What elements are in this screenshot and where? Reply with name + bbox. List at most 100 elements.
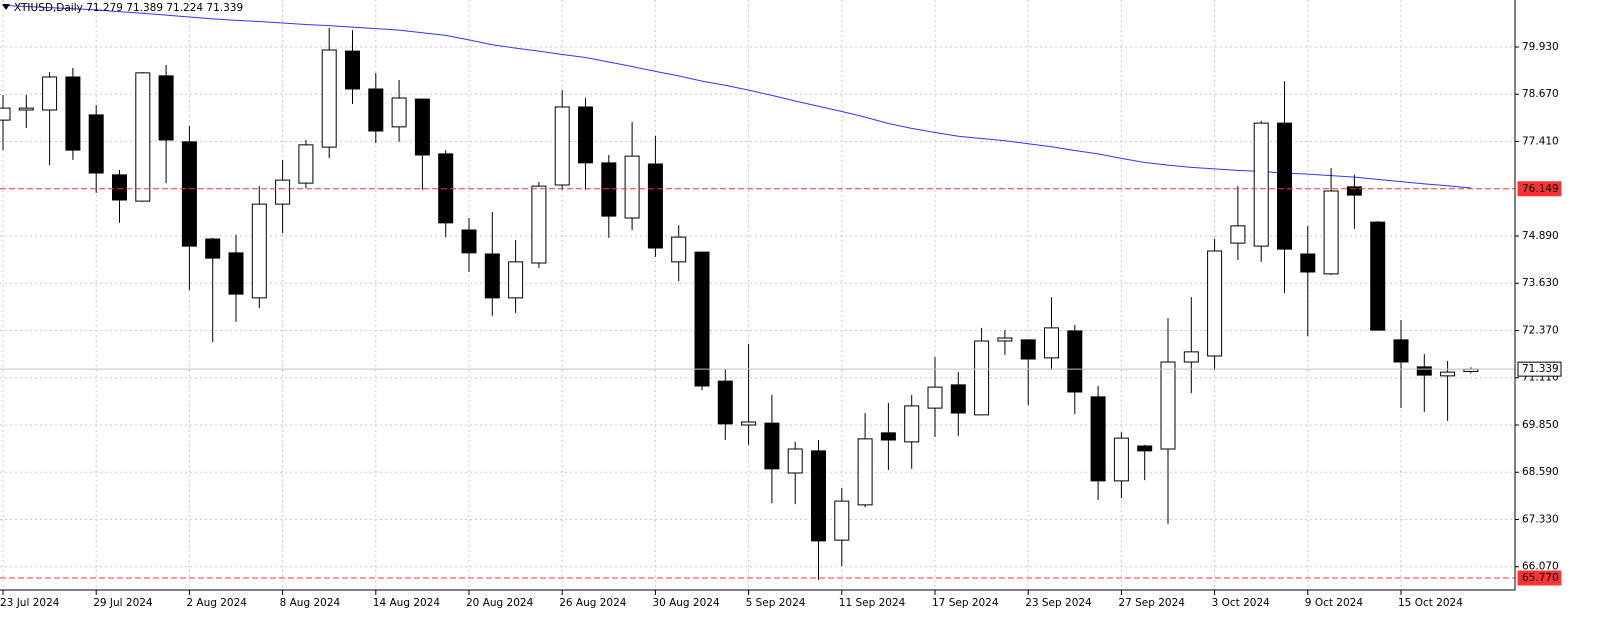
candle-body (112, 174, 127, 201)
candle-body (1207, 250, 1223, 357)
candle-body (42, 76, 58, 111)
x-tick-label: 26 Aug 2024 (559, 597, 627, 609)
candle-body (18, 107, 34, 111)
candle-body (997, 337, 1013, 342)
candle-body (1137, 445, 1153, 452)
candle-body (834, 500, 850, 541)
candle-body (787, 448, 803, 474)
candle-body (1416, 366, 1432, 376)
candle-body (345, 50, 360, 90)
price-label: 76.149 (1522, 183, 1559, 195)
candle-body (671, 236, 687, 263)
x-tick-label: 14 Aug 2024 (373, 597, 441, 609)
x-tick-label: 20 Aug 2024 (466, 597, 534, 609)
x-tick-label: 23 Sep 2024 (1025, 597, 1092, 609)
price-label: 71.339 (1522, 363, 1559, 375)
candle-body (811, 450, 826, 542)
candle-body (508, 261, 524, 299)
candle-body (205, 238, 221, 259)
candle-body (578, 106, 593, 164)
candle-body (554, 106, 570, 186)
y-tick-label: 68.590 (1522, 466, 1559, 478)
x-tick-label: 9 Oct 2024 (1305, 597, 1364, 609)
y-tick-label: 73.630 (1522, 277, 1559, 289)
candle-body (1393, 339, 1409, 363)
candle-body (647, 163, 663, 249)
candle-body (158, 75, 174, 141)
y-tick-label: 74.890 (1522, 230, 1559, 242)
y-tick-label: 66.070 (1522, 561, 1559, 573)
x-tick-label: 5 Sep 2024 (746, 597, 806, 609)
x-tick-label: 27 Sep 2024 (1118, 597, 1185, 609)
candle-body (391, 97, 407, 128)
candle-body (904, 405, 920, 443)
candle-body (181, 141, 197, 247)
price-label: 65.770 (1522, 572, 1559, 584)
labels: 79.93078.67077.41074.89073.63072.37071.1… (0, 41, 1562, 609)
x-tick-label: 17 Sep 2024 (932, 597, 999, 609)
x-tick-label: 30 Aug 2024 (652, 597, 720, 609)
plot (0, 4, 1515, 580)
candle-body (1183, 351, 1199, 363)
candle-body (974, 340, 990, 416)
y-tick-label: 72.370 (1522, 324, 1559, 336)
candle-body (1020, 339, 1036, 360)
candle-body (1277, 122, 1292, 250)
candle-body (927, 386, 943, 409)
x-tick-label: 2 Aug 2024 (186, 597, 247, 609)
candle-body (1160, 361, 1176, 450)
candle-body (950, 384, 966, 414)
candle-body (368, 88, 384, 132)
x-tick-label: 15 Oct 2024 (1398, 597, 1463, 609)
candle-body (1044, 327, 1059, 359)
candle-body (717, 380, 733, 425)
x-tick-label: 11 Sep 2024 (839, 597, 906, 609)
price-label-box (1517, 181, 1562, 197)
x-tick-label: 29 Jul 2024 (93, 597, 153, 609)
candle-body (1230, 225, 1246, 244)
candle-body (251, 203, 267, 299)
candle-body (461, 229, 477, 254)
candle-body (1323, 190, 1339, 275)
candle-body (135, 72, 151, 202)
candle-body (1440, 371, 1456, 377)
y-tick-label: 77.410 (1522, 135, 1559, 147)
candle-body (414, 98, 430, 156)
candle-body (1346, 186, 1362, 196)
candle-body (1090, 396, 1106, 482)
x-tick-label: 8 Aug 2024 (280, 597, 341, 609)
candle-body (228, 252, 244, 295)
candle-body (1113, 437, 1129, 482)
x-tick-label: 23 Jul 2024 (0, 597, 60, 609)
y-tick-label: 78.670 (1522, 88, 1559, 100)
candle-body (0, 107, 11, 121)
candle-body (694, 251, 710, 387)
price-label-box (1517, 361, 1562, 377)
candle-body (1300, 253, 1316, 273)
chart-title: XTIUSD,Daily 71.279 71.389 71.224 71.339 (14, 2, 243, 14)
candle-body (880, 432, 896, 441)
candle-body (531, 185, 547, 264)
candle-body (741, 421, 757, 426)
y-tick-label: 79.930 (1522, 41, 1559, 53)
price-label-box (1517, 570, 1562, 586)
candle-body (88, 114, 104, 174)
candle-body (601, 162, 617, 217)
candle-body (857, 438, 873, 506)
candle-body (1370, 221, 1386, 331)
moving-average (2, 4, 1471, 189)
y-tick-label: 69.850 (1522, 419, 1559, 431)
candle-body (484, 253, 500, 299)
candle-body (275, 179, 291, 205)
candle-body (298, 144, 314, 184)
candle-body (1253, 122, 1269, 247)
y-tick-label: 67.330 (1522, 513, 1559, 525)
candle-body (1067, 330, 1083, 393)
candle-body (764, 422, 780, 470)
title-icon (2, 4, 10, 10)
x-tick-label: 3 Oct 2024 (1212, 597, 1271, 609)
candle-body (321, 49, 337, 148)
candle-body (624, 155, 640, 219)
